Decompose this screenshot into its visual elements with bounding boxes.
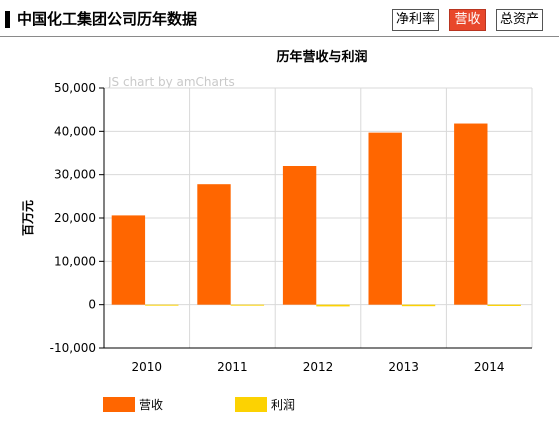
bar-revenue — [197, 184, 231, 305]
bar-profit — [145, 304, 179, 306]
y-tick-label: 0 — [88, 298, 96, 312]
tab-net-margin[interactable]: 净利率 — [392, 9, 439, 31]
legend-label-revenue: 营收 — [139, 398, 164, 412]
bar-revenue — [454, 123, 488, 305]
tab-revenue[interactable]: 营收 — [449, 9, 486, 31]
y-axis-label: 百万元 — [21, 200, 35, 236]
legend-label-profit: 利润 — [271, 398, 296, 412]
y-tick-label: 40,000 — [54, 124, 96, 138]
bar-profit — [316, 304, 350, 307]
bar-revenue — [368, 132, 402, 305]
title-marker — [5, 11, 10, 28]
y-tick-label: 20,000 — [54, 211, 96, 225]
bar-profit — [230, 304, 265, 306]
header-divider — [0, 36, 559, 37]
x-tick-label: 2010 — [132, 360, 163, 374]
x-tick-label: 2011 — [217, 360, 248, 374]
chart: 历年营收与利润 JS chart by amCharts 百万元 -10,000… — [21, 49, 533, 374]
bar-profit — [487, 304, 521, 306]
x-tick-label: 2012 — [303, 360, 334, 374]
bar-revenue — [282, 166, 317, 305]
page-title: 中国化工集团公司历年数据 — [17, 10, 198, 28]
bar-revenue — [111, 215, 146, 305]
tab-total-assets[interactable]: 总资产 — [496, 9, 543, 31]
chart-watermark[interactable]: JS chart by amCharts — [107, 75, 235, 89]
x-tick-label: 2013 — [388, 360, 419, 374]
legend-swatch-revenue — [103, 397, 135, 412]
y-tick-label: 50,000 — [54, 81, 96, 95]
y-tick-label: -10,000 — [50, 341, 96, 355]
y-tick-label: 30,000 — [54, 168, 96, 182]
y-tick-label: 10,000 — [54, 254, 96, 268]
chart-title: 历年营收与利润 — [276, 49, 367, 65]
legend-swatch-profit — [235, 397, 267, 412]
bar-profit — [401, 304, 436, 307]
page-header: 中国化工集团公司历年数据 净利率 营收 总资产 — [0, 0, 559, 38]
x-tick-label: 2014 — [474, 360, 505, 374]
